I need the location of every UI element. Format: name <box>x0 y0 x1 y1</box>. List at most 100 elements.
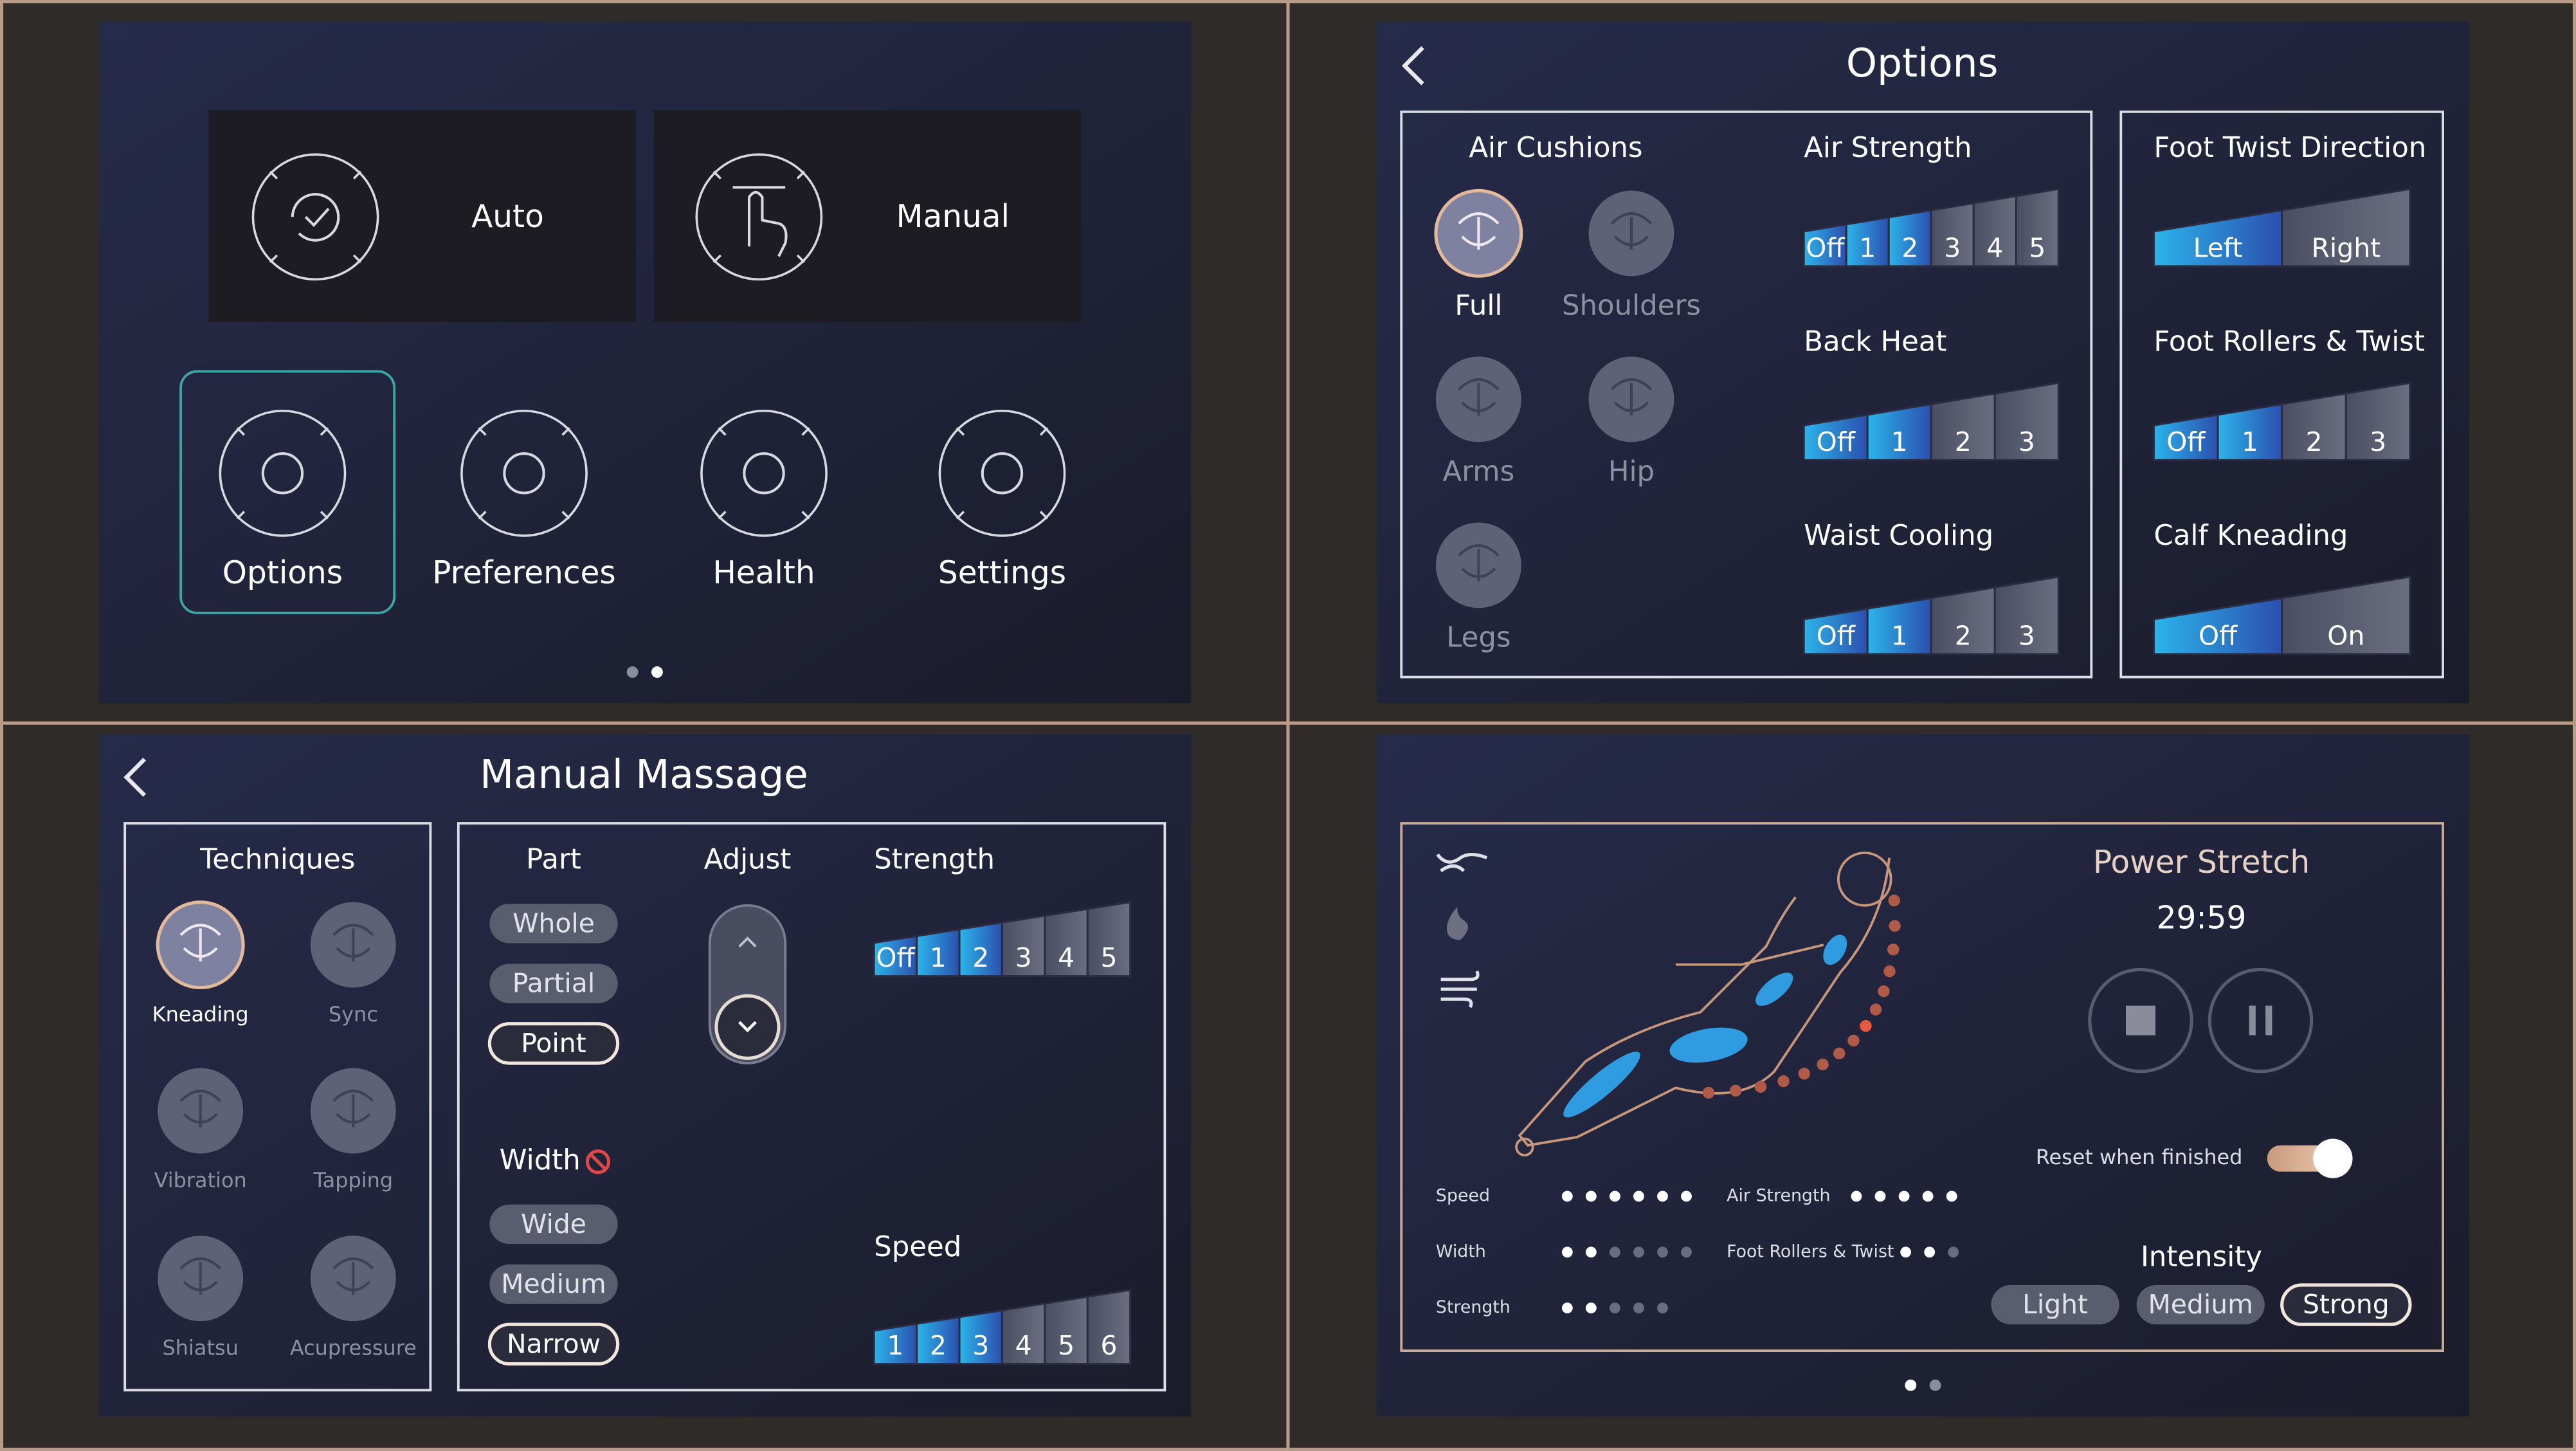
item-glyph <box>1458 212 1500 250</box>
level-label[interactable]: Off <box>1817 426 1856 457</box>
option-button[interactable] <box>487 1022 620 1065</box>
level-label[interactable]: Off <box>2166 426 2206 457</box>
item-label[interactable]: Tapping <box>313 1168 393 1192</box>
item-label[interactable]: Arms <box>1443 455 1515 488</box>
level-label[interactable]: Off <box>876 942 915 973</box>
level-segment[interactable] <box>2345 381 2411 461</box>
level-label[interactable]: 3 <box>2018 620 2035 651</box>
pause-button[interactable] <box>2208 967 2314 1073</box>
option-button[interactable] <box>2280 1283 2412 1326</box>
level-label[interactable]: 4 <box>1986 232 2003 263</box>
icon-notch <box>956 511 965 520</box>
roller-dot <box>1889 920 1901 932</box>
level-label[interactable]: 1 <box>887 1330 903 1361</box>
level-label[interactable]: 5 <box>1058 1330 1075 1361</box>
level-label[interactable]: 3 <box>2018 426 2035 457</box>
option-label[interactable]: Medium <box>501 1268 606 1299</box>
adjust-down[interactable] <box>714 994 781 1060</box>
option-button[interactable] <box>489 1264 618 1304</box>
back-button[interactable] <box>1401 46 1424 86</box>
icon-notch <box>801 511 810 520</box>
item-label[interactable]: Shoulders <box>1562 289 1701 322</box>
option-label[interactable]: Narrow <box>507 1328 601 1359</box>
level-label[interactable]: 4 <box>1058 942 1075 973</box>
level-label[interactable]: 6 <box>1101 1330 1118 1361</box>
level-segment[interactable] <box>1086 900 1132 978</box>
level-label[interactable]: 3 <box>972 1330 989 1361</box>
item-glyph <box>332 924 374 962</box>
level-label[interactable]: 4 <box>1015 1330 1032 1361</box>
item-label[interactable]: Shiatsu <box>163 1336 239 1360</box>
level-segment[interactable] <box>2281 575 2411 655</box>
option-label[interactable]: Wide <box>521 1209 586 1239</box>
adjust-up[interactable] <box>738 936 757 947</box>
option-label[interactable]: Whole <box>512 908 595 938</box>
level-label[interactable]: Off <box>1806 232 1845 263</box>
level-label[interactable]: On <box>2327 620 2364 651</box>
level-label[interactable]: 1 <box>1859 232 1876 263</box>
menu-label[interactable]: Options <box>222 555 343 591</box>
item-label[interactable]: Acupressure <box>290 1336 417 1360</box>
option-button[interactable] <box>489 904 618 944</box>
item-label[interactable]: Hip <box>1608 455 1655 488</box>
level-label[interactable]: 2 <box>972 942 989 973</box>
level-label[interactable]: 2 <box>1901 232 1918 263</box>
option-button[interactable] <box>489 963 618 1003</box>
option-label[interactable]: Medium <box>2148 1289 2253 1320</box>
level-segment[interactable] <box>2015 188 2060 268</box>
option-button[interactable] <box>1991 1284 2119 1325</box>
level-segment[interactable] <box>1086 1288 1132 1365</box>
icon-notch <box>801 427 810 436</box>
level-label[interactable]: 2 <box>2306 426 2323 457</box>
level-label[interactable]: Right <box>2312 232 2381 263</box>
mode-tile[interactable] <box>208 110 636 322</box>
option-label[interactable]: Partial <box>512 968 595 999</box>
level-label[interactable]: Left <box>2193 232 2243 263</box>
level-segment[interactable] <box>1993 381 2060 461</box>
level-label[interactable]: 2 <box>1955 426 1972 457</box>
option-button[interactable] <box>489 1204 618 1245</box>
roller-dot <box>1729 1084 1742 1097</box>
level-label[interactable]: 1 <box>1891 426 1908 457</box>
stop-button[interactable] <box>2088 967 2193 1073</box>
item-label[interactable]: Vibration <box>154 1168 247 1192</box>
back-button[interactable] <box>123 758 147 797</box>
item-label[interactable]: Legs <box>1446 621 1510 653</box>
level-label[interactable]: 3 <box>2370 426 2386 457</box>
option-label[interactable]: Strong <box>2303 1289 2390 1320</box>
item-label[interactable]: Sync <box>329 1002 378 1027</box>
level-label[interactable]: 1 <box>2242 426 2258 457</box>
level-segment[interactable] <box>1993 575 2060 655</box>
icon-notch <box>320 427 329 436</box>
level-label[interactable]: 2 <box>1955 620 1972 651</box>
level-label[interactable]: Off <box>2199 620 2238 651</box>
mode-label[interactable]: Auto <box>471 199 544 235</box>
setting-label: Foot Twist Direction <box>2154 132 2426 164</box>
menu-label[interactable]: Settings <box>938 555 1066 591</box>
level-label[interactable]: 3 <box>1944 232 1961 263</box>
icon-notch <box>1039 427 1049 436</box>
status-dot <box>1633 1246 1644 1258</box>
air-icon <box>1440 971 1480 1008</box>
mode-tile[interactable] <box>653 110 1082 322</box>
option-label[interactable]: Point <box>521 1028 586 1059</box>
item-label[interactable]: Full <box>1455 289 1502 322</box>
status-dot <box>1561 1191 1573 1202</box>
toggle-knob[interactable] <box>2313 1138 2353 1178</box>
option-button[interactable] <box>2136 1284 2265 1325</box>
level-segment[interactable] <box>2281 188 2411 268</box>
level-label[interactable]: 2 <box>930 1330 947 1361</box>
level-label[interactable]: 5 <box>2029 232 2045 263</box>
level-label[interactable]: Off <box>1817 620 1856 651</box>
item-label[interactable]: Kneading <box>152 1002 249 1027</box>
menu-label[interactable]: Preferences <box>432 555 615 591</box>
option-label[interactable]: Light <box>2022 1289 2088 1320</box>
menu-glyph <box>261 452 304 495</box>
level-label[interactable]: 1 <box>1891 620 1908 651</box>
level-label[interactable]: 1 <box>930 942 947 973</box>
menu-label[interactable]: Health <box>712 555 815 591</box>
mode-label[interactable]: Manual <box>896 199 1010 235</box>
level-label[interactable]: 5 <box>1101 942 1118 973</box>
option-button[interactable] <box>487 1322 620 1366</box>
level-label[interactable]: 3 <box>1015 942 1032 973</box>
